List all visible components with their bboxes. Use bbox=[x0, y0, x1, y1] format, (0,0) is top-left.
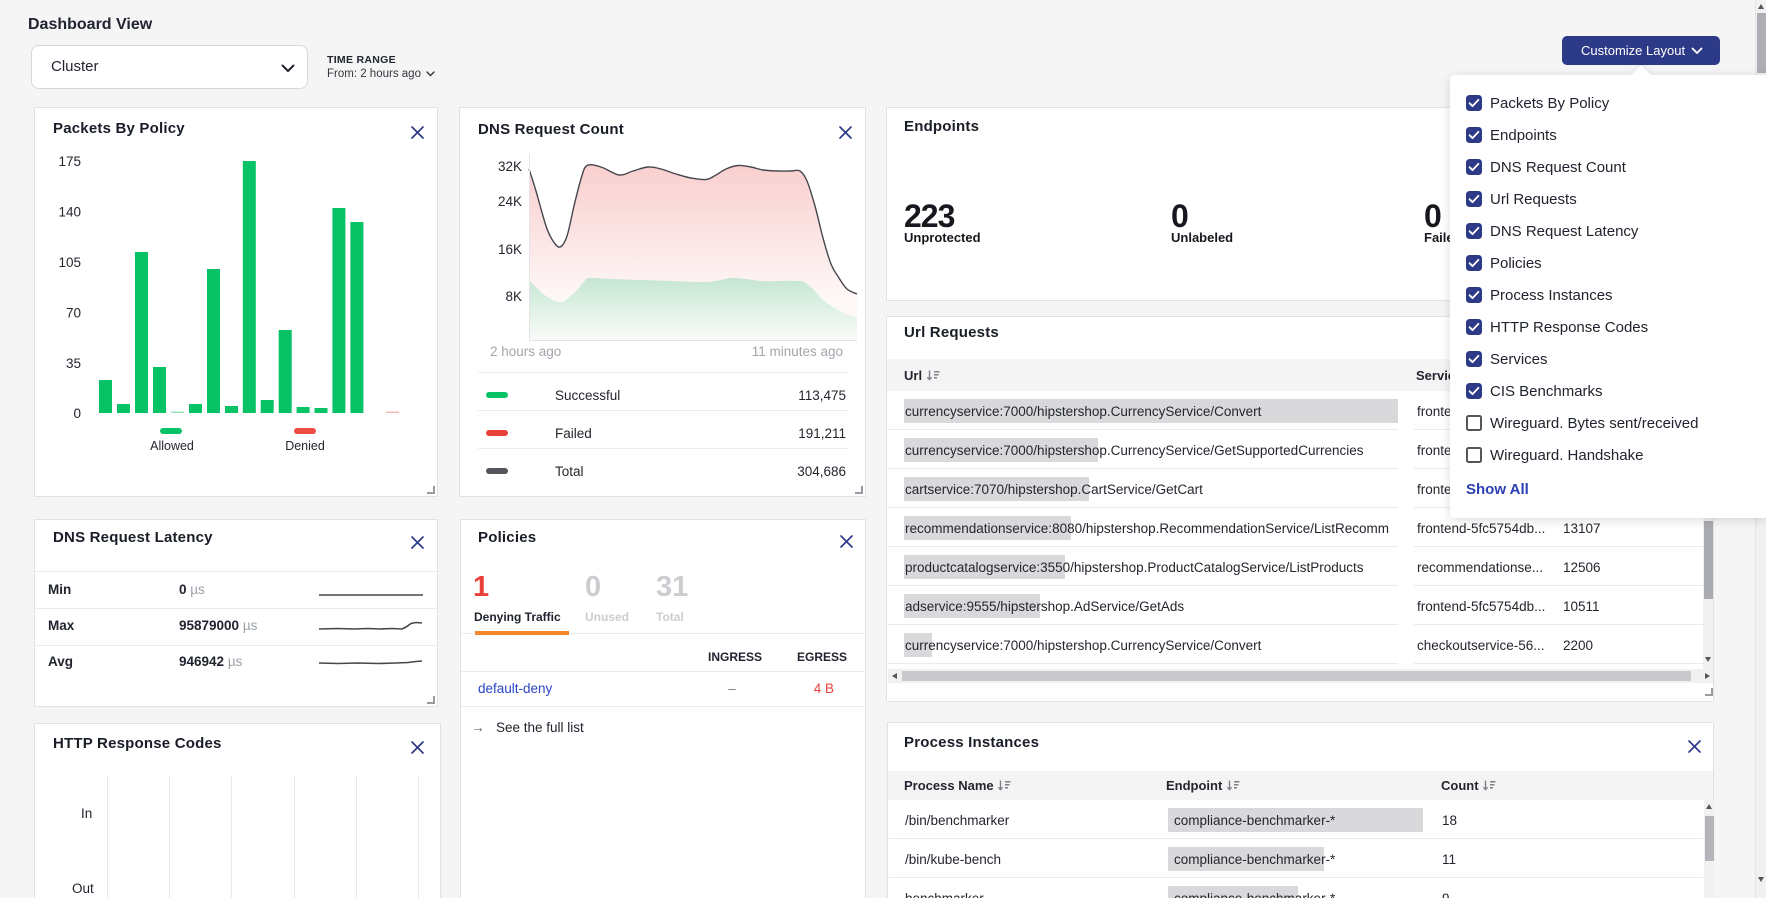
svg-text:70: 70 bbox=[66, 306, 81, 321]
svg-text:105: 105 bbox=[58, 255, 81, 270]
svg-text:35: 35 bbox=[66, 356, 81, 371]
svg-text:32K: 32K bbox=[498, 159, 522, 174]
svg-text:175: 175 bbox=[58, 154, 81, 169]
svg-text:24K: 24K bbox=[498, 194, 522, 209]
svg-text:304,686: 304,686 bbox=[797, 464, 846, 479]
svg-text:Failed: Failed bbox=[555, 426, 592, 441]
svg-text:11 minutes ago: 11 minutes ago bbox=[752, 344, 843, 359]
svg-text:191,211: 191,211 bbox=[798, 426, 846, 441]
svg-text:113,475: 113,475 bbox=[798, 388, 846, 403]
svg-text:Allowed: Allowed bbox=[150, 439, 194, 453]
svg-text:16K: 16K bbox=[498, 242, 522, 257]
svg-text:Successful: Successful bbox=[555, 388, 620, 403]
svg-text:2 hours ago: 2 hours ago bbox=[490, 344, 561, 359]
svg-text:140: 140 bbox=[58, 205, 81, 220]
svg-text:Total: Total bbox=[555, 464, 584, 479]
svg-text:8K: 8K bbox=[505, 289, 522, 304]
svg-text:0: 0 bbox=[73, 406, 81, 421]
svg-text:Denied: Denied bbox=[285, 439, 325, 453]
